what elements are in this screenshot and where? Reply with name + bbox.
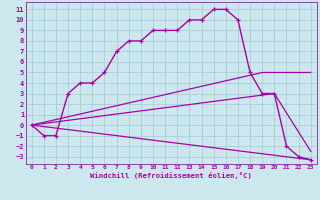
X-axis label: Windchill (Refroidissement éolien,°C): Windchill (Refroidissement éolien,°C) <box>90 172 252 179</box>
